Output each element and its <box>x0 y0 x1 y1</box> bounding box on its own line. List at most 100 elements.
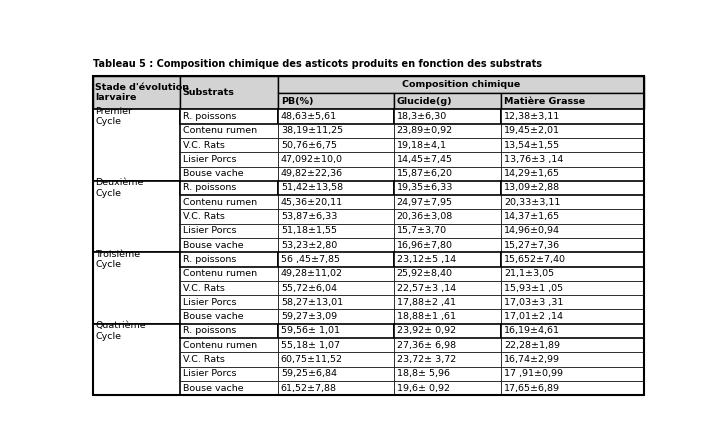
Bar <box>501 166 644 181</box>
Bar <box>180 224 278 238</box>
Bar <box>180 210 278 224</box>
Bar <box>93 76 180 109</box>
Text: V.C. Rats: V.C. Rats <box>183 284 224 293</box>
Text: 18,3±6,30: 18,3±6,30 <box>397 112 447 121</box>
Text: 22,57±3 ,14: 22,57±3 ,14 <box>397 284 456 293</box>
Bar <box>180 310 278 324</box>
Bar <box>501 295 644 310</box>
Bar <box>394 252 501 267</box>
Bar <box>180 181 278 195</box>
Text: 21,1±3,05: 21,1±3,05 <box>504 269 554 278</box>
Text: Bouse vache: Bouse vache <box>183 312 243 321</box>
Bar <box>278 367 394 381</box>
Text: Bouse vache: Bouse vache <box>183 384 243 392</box>
Text: Matière Grasse: Matière Grasse <box>504 97 585 106</box>
Text: Bouse vache: Bouse vache <box>183 169 243 178</box>
Text: R. poissons: R. poissons <box>183 326 236 335</box>
Bar <box>394 138 501 152</box>
Bar <box>394 238 501 252</box>
Bar <box>278 267 394 281</box>
Bar <box>394 181 501 195</box>
Text: 18,8± 5,96: 18,8± 5,96 <box>397 369 449 378</box>
Text: Contenu rumen: Contenu rumen <box>183 198 257 207</box>
Text: 23,92± 0,92: 23,92± 0,92 <box>397 326 456 335</box>
Bar <box>501 367 644 381</box>
Bar <box>501 310 644 324</box>
Text: Lisier Porcs: Lisier Porcs <box>183 298 236 307</box>
Text: PB(%): PB(%) <box>281 97 313 106</box>
Text: V.C. Rats: V.C. Rats <box>183 212 224 221</box>
Bar <box>180 238 278 252</box>
Text: 55,72±6,04: 55,72±6,04 <box>281 284 336 293</box>
Bar <box>501 181 644 195</box>
Text: 16,96±7,80: 16,96±7,80 <box>397 241 453 250</box>
Bar <box>394 281 501 295</box>
Bar <box>501 210 644 224</box>
Bar <box>394 295 501 310</box>
Text: 15,652±7,40: 15,652±7,40 <box>504 255 567 264</box>
Text: 12,38±3,11: 12,38±3,11 <box>504 112 561 121</box>
Bar <box>501 381 644 395</box>
Bar <box>278 93 394 109</box>
Bar <box>394 324 501 338</box>
Bar <box>278 195 394 210</box>
Bar <box>278 138 394 152</box>
Text: 15,87±6,20: 15,87±6,20 <box>397 169 453 178</box>
Text: 17,01±2 ,14: 17,01±2 ,14 <box>504 312 563 321</box>
Bar <box>93 181 180 252</box>
Text: Deuxième
Cycle: Deuxième Cycle <box>96 178 144 198</box>
Text: 13,09±2,88: 13,09±2,88 <box>504 183 560 193</box>
Text: 24,97±7,95: 24,97±7,95 <box>397 198 453 207</box>
Text: V.C. Rats: V.C. Rats <box>183 355 224 364</box>
Bar <box>501 352 644 367</box>
Text: 49,82±22,36: 49,82±22,36 <box>281 169 343 178</box>
Bar <box>394 224 501 238</box>
Bar <box>278 166 394 181</box>
Text: 56 ,45±7,85: 56 ,45±7,85 <box>281 255 340 264</box>
Bar <box>180 166 278 181</box>
Bar <box>278 252 394 267</box>
Bar <box>278 381 394 395</box>
Bar <box>501 93 644 109</box>
Text: 48,63±5,61: 48,63±5,61 <box>281 112 337 121</box>
Text: 59,25±6,84: 59,25±6,84 <box>281 369 336 378</box>
Bar <box>394 124 501 138</box>
Text: 19,18±4,1: 19,18±4,1 <box>397 140 446 149</box>
Text: Bouse vache: Bouse vache <box>183 241 243 250</box>
Bar <box>501 195 644 210</box>
Bar <box>93 252 180 324</box>
Bar <box>278 238 394 252</box>
Bar <box>180 367 278 381</box>
Text: 58,27±13,01: 58,27±13,01 <box>281 298 343 307</box>
Text: 17,88±2 ,41: 17,88±2 ,41 <box>397 298 456 307</box>
Bar <box>278 181 394 195</box>
Text: 16,19±4,61: 16,19±4,61 <box>504 326 560 335</box>
Text: 17,03±3 ,31: 17,03±3 ,31 <box>504 298 564 307</box>
Text: Premier
Cycle: Premier Cycle <box>96 107 132 126</box>
Text: 53,23±2,80: 53,23±2,80 <box>281 241 337 250</box>
Text: 49,28±11,02: 49,28±11,02 <box>281 269 343 278</box>
Text: Troisième
Cycle: Troisième Cycle <box>96 250 141 269</box>
Text: 59,27±3,09: 59,27±3,09 <box>281 312 337 321</box>
Bar <box>180 109 278 124</box>
Bar <box>394 352 501 367</box>
Bar <box>278 124 394 138</box>
Bar <box>394 210 501 224</box>
Text: 38,19±11,25: 38,19±11,25 <box>281 126 343 135</box>
Text: Tableau 5 : Composition chimique des asticots produits en fonction des substrats: Tableau 5 : Composition chimique des ast… <box>93 58 541 69</box>
Bar <box>501 252 644 267</box>
Text: 15,93±1 ,05: 15,93±1 ,05 <box>504 284 564 293</box>
Text: Lisier Porcs: Lisier Porcs <box>183 227 236 235</box>
Text: R. poissons: R. poissons <box>183 112 236 121</box>
Text: Contenu rumen: Contenu rumen <box>183 269 257 278</box>
Bar <box>93 109 180 181</box>
Bar <box>278 109 394 124</box>
Bar <box>180 124 278 138</box>
Text: 23,72± 3,72: 23,72± 3,72 <box>397 355 456 364</box>
Bar <box>394 166 501 181</box>
Bar <box>180 281 278 295</box>
Text: 45,36±20,11: 45,36±20,11 <box>281 198 343 207</box>
Text: 25,92±8,40: 25,92±8,40 <box>397 269 453 278</box>
Bar <box>394 195 501 210</box>
Text: Stade d'évolution
larvaire: Stade d'évolution larvaire <box>96 83 189 102</box>
